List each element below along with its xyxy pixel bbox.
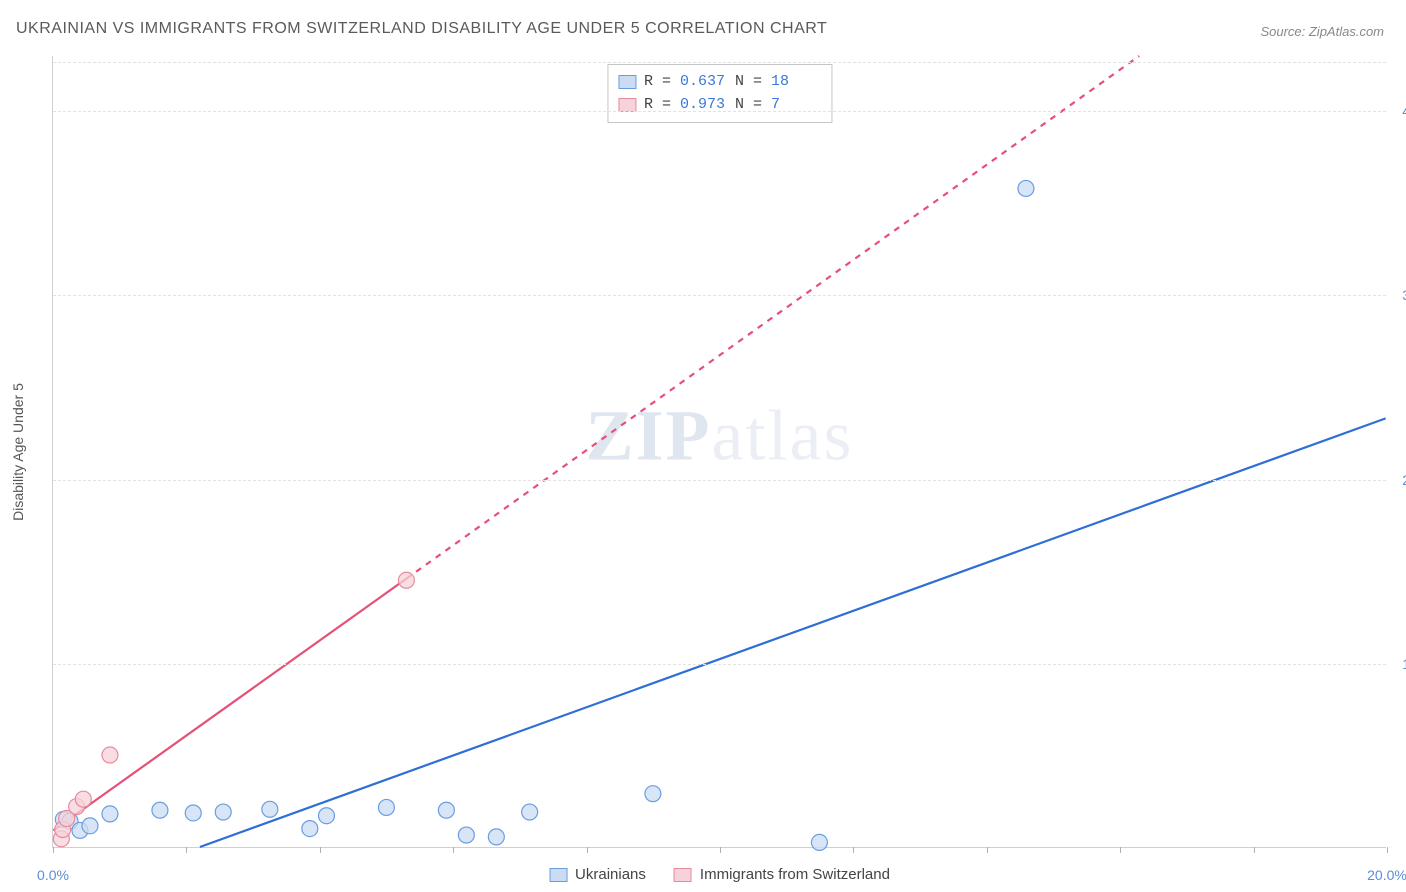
x-tick-mark [720, 847, 721, 853]
y-tick-label: 40.0% [1394, 103, 1406, 119]
x-tick-label: 0.0% [37, 867, 69, 883]
legend-swatch-ukrainians [549, 868, 567, 882]
y-tick-label: 20.0% [1394, 472, 1406, 488]
y-tick-label: 30.0% [1394, 287, 1406, 303]
y-tick-label: 10.0% [1394, 656, 1406, 672]
gridline-h [53, 664, 1386, 665]
gridline-h [53, 295, 1386, 296]
x-tick-mark [186, 847, 187, 853]
x-tick-label: 20.0% [1367, 867, 1406, 883]
x-tick-mark [987, 847, 988, 853]
chart-container: UKRAINIAN VS IMMIGRANTS FROM SWITZERLAND… [0, 0, 1406, 892]
x-tick-mark [53, 847, 54, 853]
gridline-h [53, 111, 1386, 112]
x-tick-mark [320, 847, 321, 853]
x-tick-mark [453, 847, 454, 853]
source-attribution: Source: ZipAtlas.com [1260, 24, 1384, 39]
chart-title: UKRAINIAN VS IMMIGRANTS FROM SWITZERLAND… [16, 20, 827, 38]
gridline-h-top [53, 62, 1386, 63]
gridline-h [53, 480, 1386, 481]
legend-item-ukrainians: Ukrainians [549, 866, 646, 883]
plot-area: Disability Age Under 5 ZIPatlas R = 0.63… [52, 56, 1386, 848]
scatter-plot-svg [53, 56, 1386, 847]
legend-label-ukrainians: Ukrainians [575, 866, 646, 883]
x-tick-mark [587, 847, 588, 853]
legend-label-immigrants: Immigrants from Switzerland [700, 866, 890, 883]
x-tick-mark [1387, 847, 1388, 853]
x-tick-mark [1120, 847, 1121, 853]
x-tick-mark [853, 847, 854, 853]
bottom-legend: Ukrainians Immigrants from Switzerland [549, 866, 890, 883]
legend-item-immigrants: Immigrants from Switzerland [674, 866, 890, 883]
x-tick-mark [1254, 847, 1255, 853]
y-axis-label: Disability Age Under 5 [10, 383, 26, 521]
legend-swatch-immigrants [674, 868, 692, 882]
